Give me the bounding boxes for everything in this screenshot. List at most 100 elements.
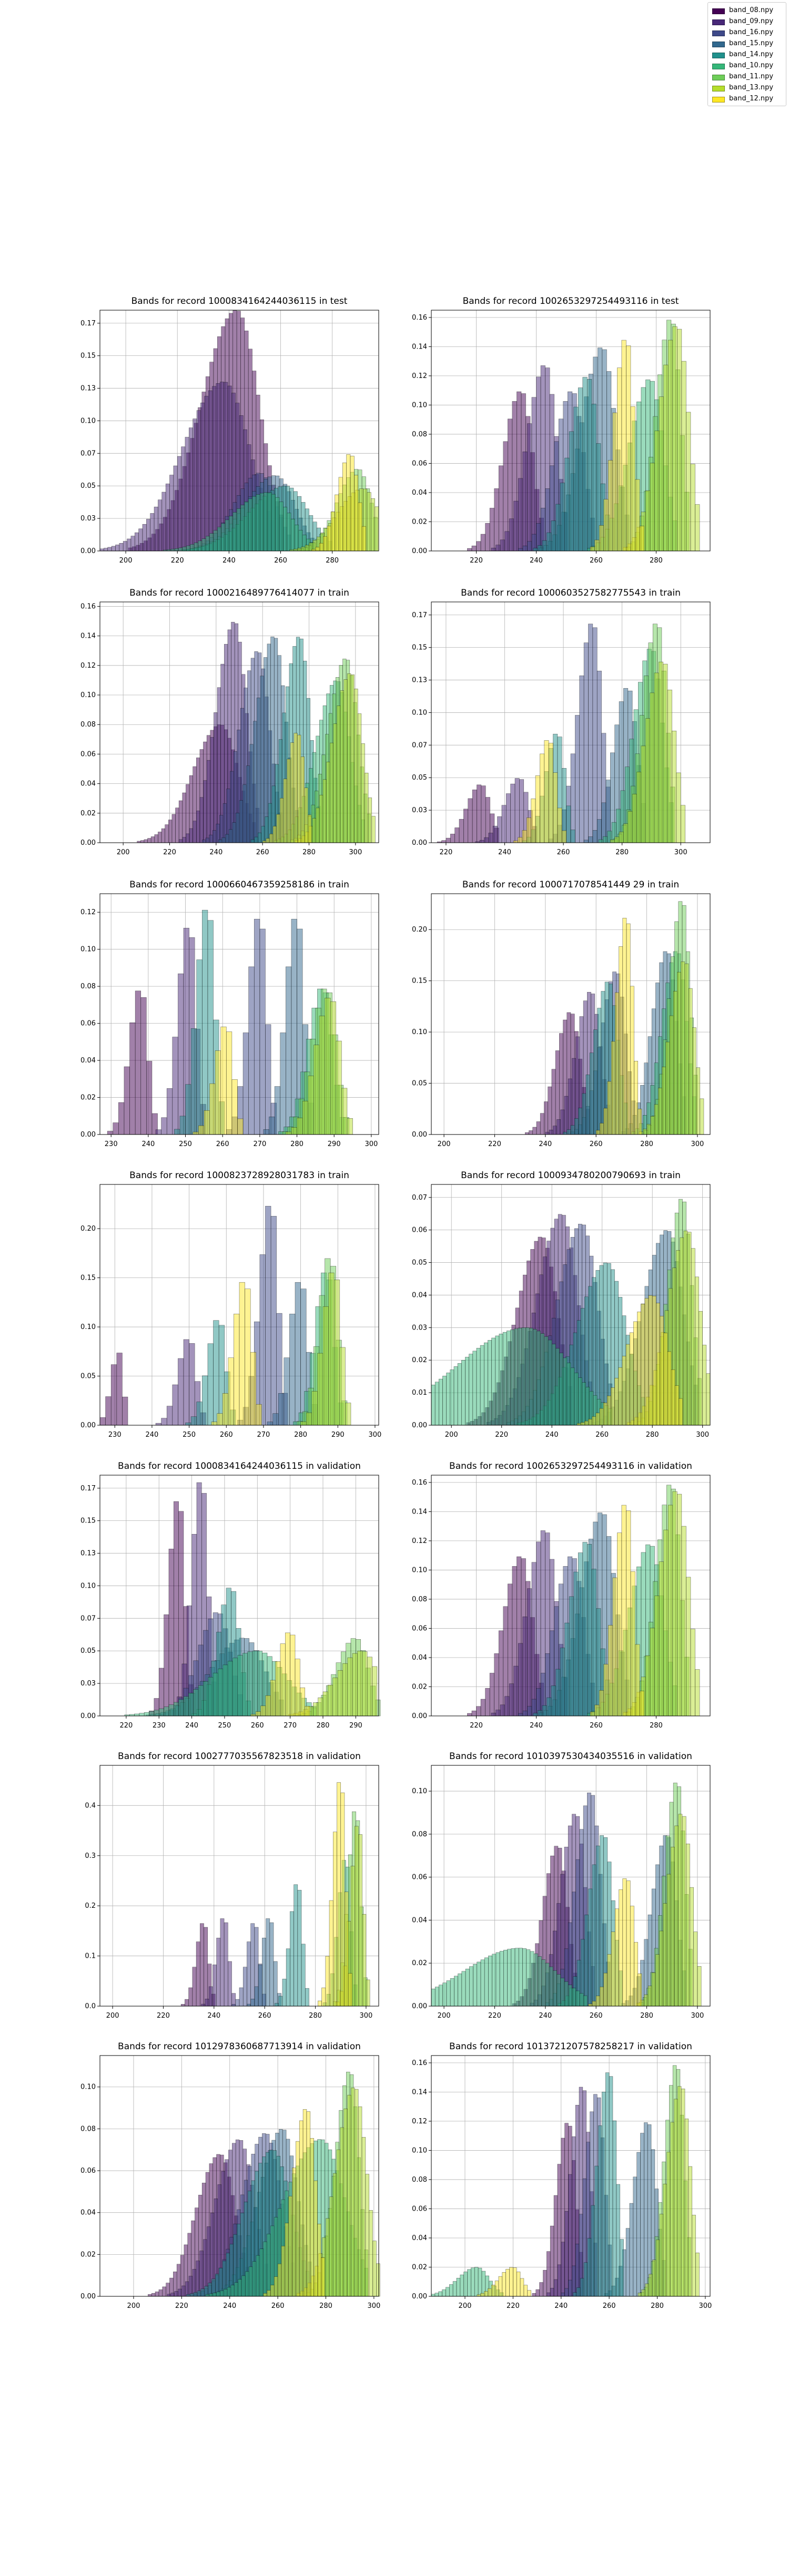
histogram-bar <box>367 1657 372 1716</box>
histogram-bar <box>208 390 213 551</box>
histogram-bar <box>161 1418 167 1426</box>
histogram-bar <box>603 499 609 551</box>
histogram-bar <box>495 1952 500 2007</box>
histogram-bar <box>343 2108 348 2297</box>
histogram-bar <box>612 412 618 551</box>
histogram-bar <box>228 829 233 843</box>
x-tick-label: 300 <box>369 1431 382 1439</box>
legend-item: band_14.npy <box>712 50 784 60</box>
histogram-bar <box>644 2122 648 2297</box>
histogram-bar <box>230 2285 235 2297</box>
histogram-bar <box>441 840 447 843</box>
y-tick-label: 0.05 <box>80 1647 96 1655</box>
histogram-bar <box>216 2292 220 2297</box>
histogram-bar <box>595 1996 600 2007</box>
histogram-bar <box>467 548 472 551</box>
x-tick-label: 240 <box>539 1140 552 1148</box>
histogram-bar <box>465 1357 469 1426</box>
histogram-bar <box>492 825 498 843</box>
histogram-bar <box>287 513 291 551</box>
histogram-bar <box>471 1710 477 1716</box>
histogram-bar <box>684 963 689 1135</box>
y-tick-label: 0.10 <box>80 2083 96 2091</box>
y-tick-label: 0.03 <box>80 515 96 523</box>
histogram-bar <box>255 1711 261 1716</box>
histogram-bar <box>182 837 186 843</box>
histogram-bar <box>124 1066 130 1135</box>
histogram-bar <box>518 1327 522 1426</box>
histogram-bar <box>516 2272 521 2297</box>
histogram-bar <box>332 2173 337 2297</box>
histogram-bar <box>540 1113 544 1135</box>
histogram-bar <box>684 2119 689 2297</box>
histogram-bar <box>595 1130 600 1135</box>
histogram-bar <box>489 1673 494 1716</box>
y-tick-label: 0.05 <box>80 1373 96 1381</box>
histogram-bar <box>582 377 588 551</box>
y-tick-label: 0.00 <box>80 1422 96 1429</box>
histogram-bar <box>204 1110 210 1135</box>
y-tick-label: 0.14 <box>80 632 96 640</box>
histogram-bar <box>687 1232 692 1426</box>
histogram-bar <box>322 1691 328 1716</box>
histogram-bar <box>286 1131 292 1135</box>
histogram-bar <box>263 2241 267 2297</box>
histogram-bar <box>335 494 339 551</box>
histogram-bar <box>561 2293 565 2297</box>
histogram-bar <box>634 1061 638 1135</box>
histogram-bar <box>513 840 518 843</box>
legend-swatch <box>712 86 725 91</box>
axes-frame <box>431 1475 711 1716</box>
histogram-bar <box>518 1643 523 1716</box>
histogram-bar <box>645 2283 649 2297</box>
histogram-bar <box>450 1978 454 2007</box>
histogram-bar <box>269 833 274 843</box>
legend-swatch <box>712 75 725 80</box>
y-tick-label: 0.04 <box>80 780 96 788</box>
histogram-bar <box>489 508 494 551</box>
histogram-bar <box>256 494 260 551</box>
histogram-bar <box>518 1713 523 1716</box>
x-tick-label: 200 <box>117 849 130 856</box>
histogram-bar <box>164 1706 169 1716</box>
histogram-bar <box>270 1680 276 1716</box>
histogram-bar <box>183 1696 189 1716</box>
x-tick-label: 300 <box>674 849 687 856</box>
y-tick-label: 0.00 <box>80 2293 96 2301</box>
x-tick-label: 280 <box>290 1140 304 1148</box>
histogram-bar <box>204 396 209 551</box>
histogram-bar <box>700 1098 704 1135</box>
histogram-bar <box>629 1332 634 1426</box>
histogram-bar <box>551 1685 556 1716</box>
x-tick-label: 200 <box>438 1140 451 1148</box>
y-tick-label: 0.12 <box>80 662 96 670</box>
histogram-bar <box>545 1962 550 2007</box>
histogram-bar <box>501 805 507 843</box>
histogram-bar <box>434 1987 439 2007</box>
histogram-bar <box>547 1697 552 1716</box>
histogram-bar <box>544 1336 549 1426</box>
histogram-bar <box>579 1993 584 2007</box>
y-tick-label: 0.16 <box>412 314 427 322</box>
histogram-bar <box>688 2166 693 2297</box>
chart-panel: Bands for record 1000823728928031783 in … <box>80 1170 381 1439</box>
histogram-bar <box>282 1979 287 2007</box>
histogram-bar <box>333 723 337 843</box>
histogram-bar <box>446 1980 451 2007</box>
histogram-bar <box>242 1033 249 1135</box>
histogram-bar <box>619 832 624 843</box>
histogram-bar <box>648 1295 653 1426</box>
histogram-bar <box>197 2291 201 2297</box>
histogram-bar <box>178 839 183 843</box>
y-tick-label: 0.04 <box>412 1291 427 1299</box>
chart-panel: Bands for record 1000603527582775543 in … <box>412 588 711 856</box>
histogram-bar <box>310 2138 314 2297</box>
histogram-bar <box>506 1331 511 1426</box>
histogram-bar <box>686 412 691 551</box>
histogram-bar <box>186 545 191 551</box>
histogram-bar <box>138 528 143 551</box>
histogram-bar <box>659 1930 664 2007</box>
y-tick-label: 0.06 <box>412 1624 427 1632</box>
histogram-bar <box>215 1050 221 1135</box>
histogram-bar <box>659 661 664 843</box>
